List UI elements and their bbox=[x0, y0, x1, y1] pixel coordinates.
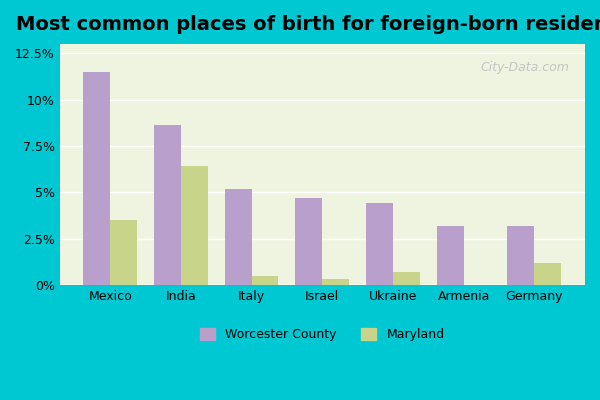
Bar bbox=[322, 278, 349, 285]
Legend: Worcester County, Maryland: Worcester County, Maryland bbox=[195, 323, 449, 346]
Bar bbox=[225, 188, 251, 285]
Bar bbox=[251, 276, 278, 285]
Bar bbox=[393, 272, 420, 285]
Bar bbox=[154, 126, 181, 285]
Bar bbox=[366, 203, 393, 285]
Bar bbox=[508, 226, 534, 285]
Bar bbox=[534, 263, 561, 285]
Bar bbox=[110, 220, 137, 285]
Bar bbox=[83, 72, 110, 285]
Text: City-Data.com: City-Data.com bbox=[481, 61, 569, 74]
Bar bbox=[181, 166, 208, 285]
Title: Most common places of birth for foreign-born residents: Most common places of birth for foreign-… bbox=[16, 15, 600, 34]
Bar bbox=[437, 226, 464, 285]
Bar bbox=[295, 198, 322, 285]
